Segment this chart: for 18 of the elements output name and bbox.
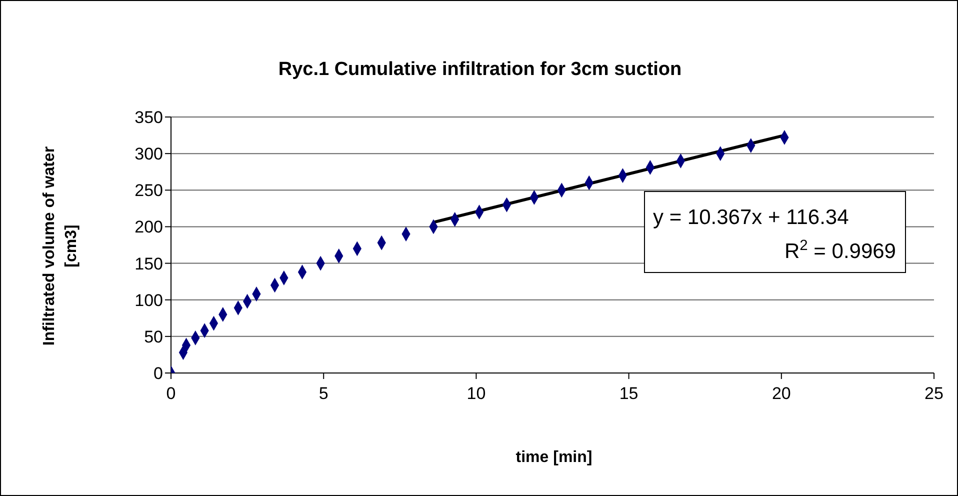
- x-tick-label: 5: [318, 384, 328, 404]
- chart-title: Ryc.1 Cumulative infiltration for 3cm suction: [277, 59, 683, 81]
- x-tick-label: 0: [166, 384, 176, 404]
- x-tick-label: 10: [466, 384, 486, 404]
- y-tick-label: 50: [144, 327, 163, 346]
- y-tick-label: 100: [134, 290, 163, 310]
- y-axis-title: Infiltrated volume of water [cm3]: [40, 145, 81, 348]
- y-tick-label: 0: [154, 364, 163, 384]
- y-tick-label: 300: [134, 144, 163, 164]
- x-tick-label: 20: [772, 384, 791, 404]
- x-tick-label: 15: [619, 384, 638, 404]
- x-tick-label: 25: [924, 384, 944, 404]
- y-tick-label: 250: [134, 181, 163, 200]
- y-tick-label: 200: [134, 218, 163, 237]
- x-axis-title: time [min]: [514, 449, 594, 467]
- y-tick-label: 150: [134, 254, 163, 274]
- annotation: y = 10.367x + 116.34 R$^{2}$ = 0.9969: [653, 206, 896, 263]
- y-tick-label: 350: [134, 108, 163, 128]
